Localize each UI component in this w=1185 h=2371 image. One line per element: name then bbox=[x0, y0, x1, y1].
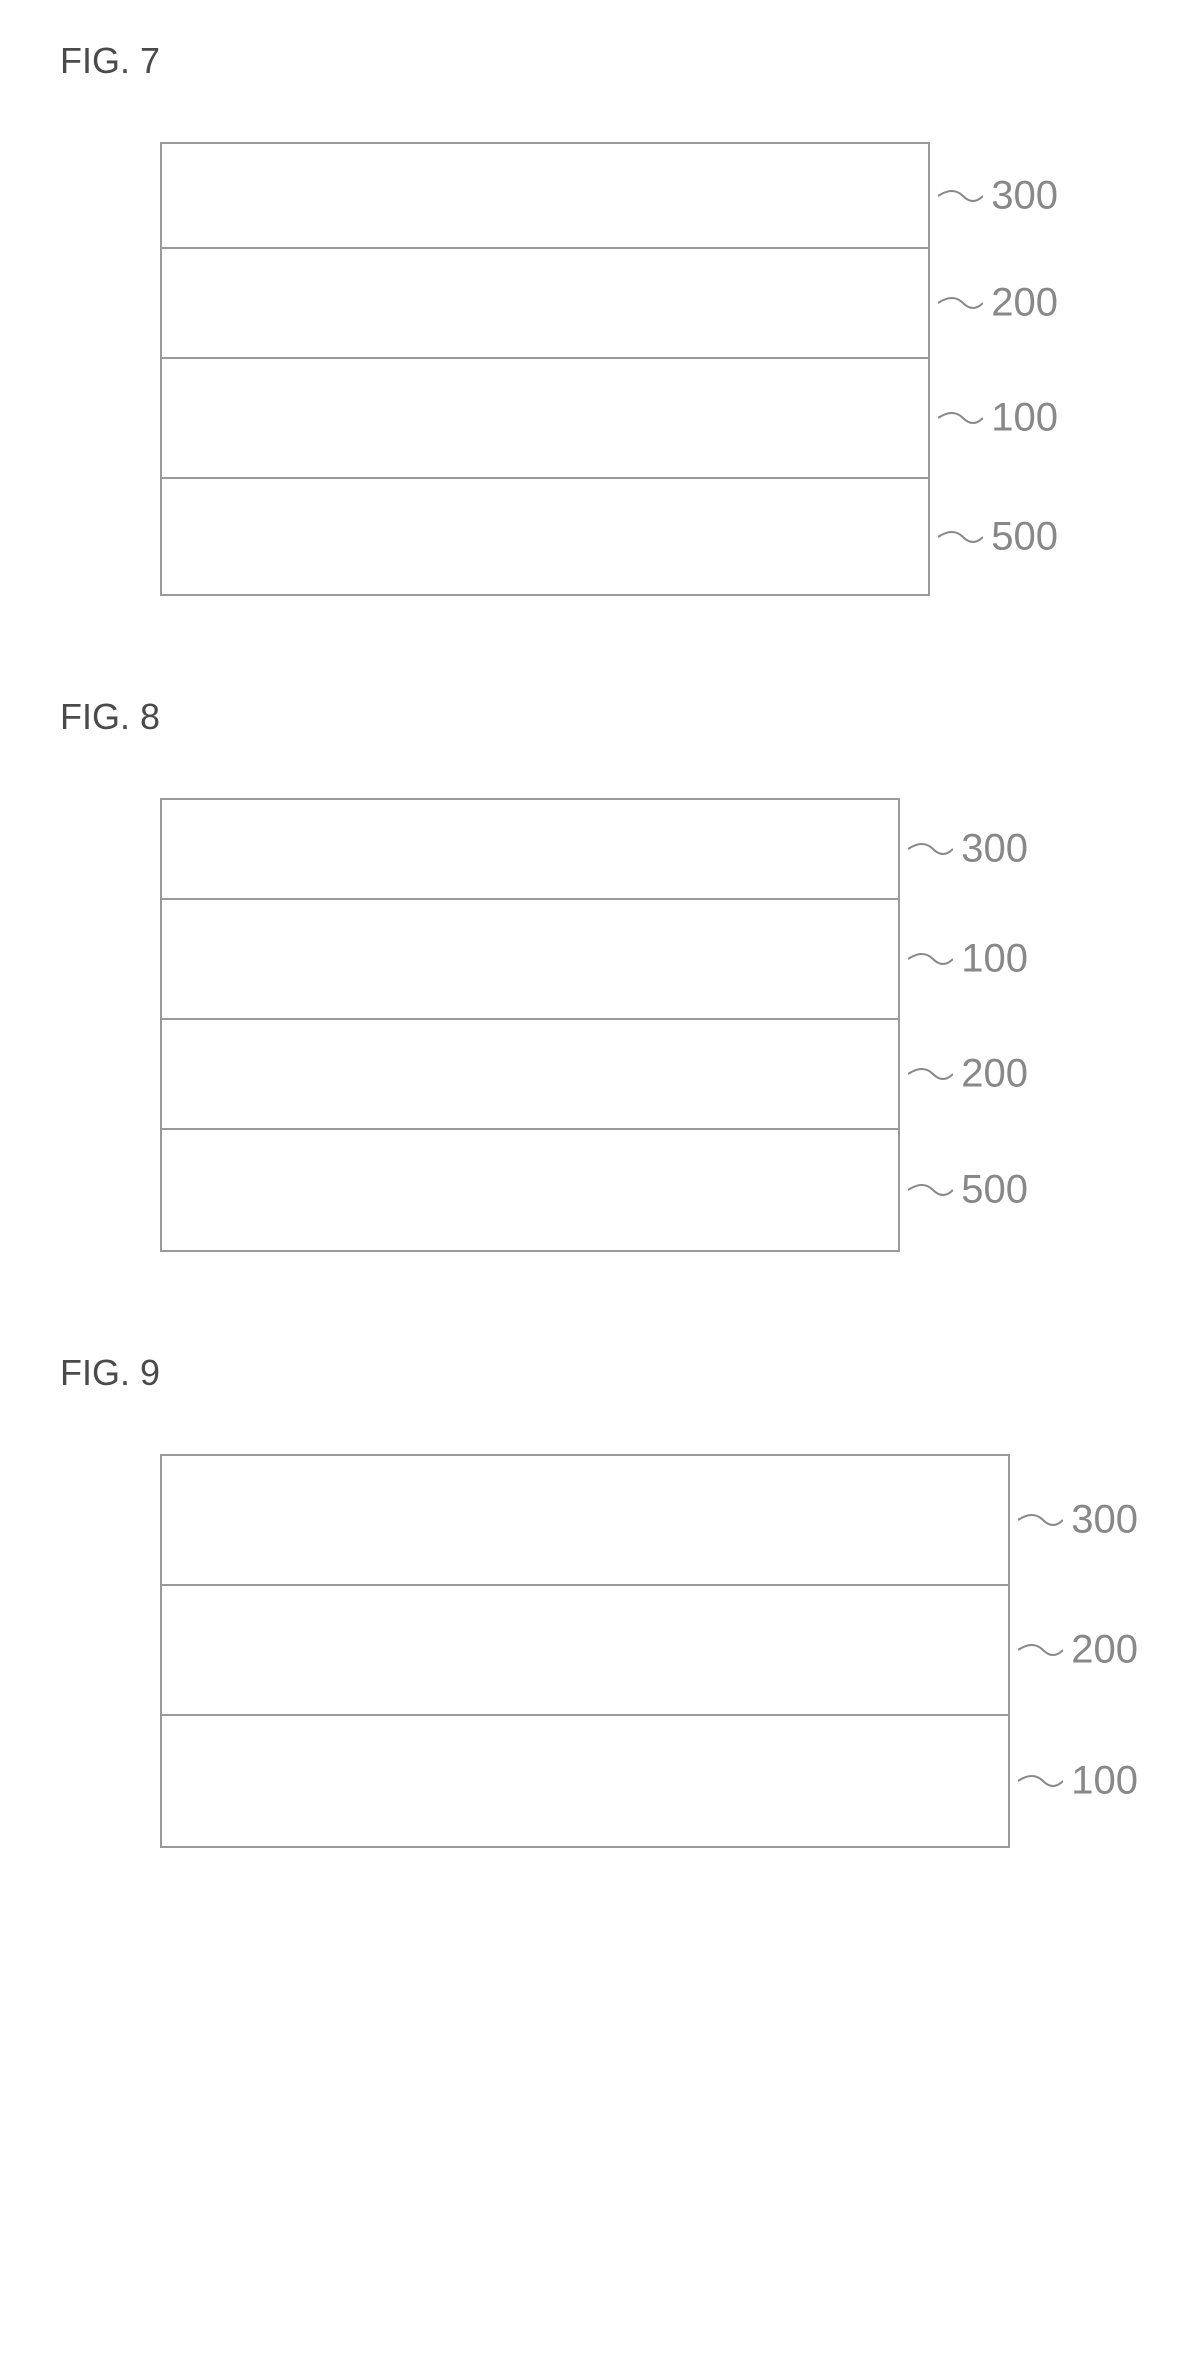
leader-line-icon bbox=[938, 522, 983, 552]
layer-200: 200 bbox=[162, 1020, 898, 1130]
layer-stack: 300200100500 bbox=[160, 142, 930, 596]
layer-label: 300 bbox=[961, 827, 1028, 872]
leader-line-icon bbox=[1018, 1635, 1063, 1665]
layer-300: 300 bbox=[162, 1456, 1008, 1586]
leader-line-icon bbox=[1018, 1766, 1063, 1796]
layer-label: 200 bbox=[961, 1052, 1028, 1097]
leader-line-icon bbox=[908, 944, 953, 974]
layer-label: 200 bbox=[1071, 1628, 1138, 1673]
leader-line-icon bbox=[1018, 1505, 1063, 1535]
layer-label: 100 bbox=[1071, 1759, 1138, 1804]
figure-title: FIG. 8 bbox=[60, 696, 1125, 738]
figure-section-9: FIG. 9 300200100 bbox=[60, 1352, 1125, 1848]
layer-label: 300 bbox=[1071, 1498, 1138, 1543]
figure-title: FIG. 7 bbox=[60, 40, 1125, 82]
layer-label: 100 bbox=[991, 396, 1058, 441]
layer-500: 500 bbox=[162, 1130, 898, 1250]
layer-500: 500 bbox=[162, 479, 928, 594]
layer-label: 100 bbox=[961, 937, 1028, 982]
leader-line-icon bbox=[938, 288, 983, 318]
layer-100: 100 bbox=[162, 900, 898, 1020]
layer-200: 200 bbox=[162, 249, 928, 359]
layer-stack: 300100200500 bbox=[160, 798, 900, 1252]
layer-label: 500 bbox=[991, 514, 1058, 559]
layer-label: 500 bbox=[961, 1168, 1028, 1213]
layer-100: 100 bbox=[162, 359, 928, 479]
layer-diagram: 300200100500 bbox=[160, 142, 1125, 596]
leader-line-icon bbox=[908, 1059, 953, 1089]
leader-line-icon bbox=[938, 403, 983, 433]
leader-line-icon bbox=[908, 834, 953, 864]
layer-stack: 300200100 bbox=[160, 1454, 1010, 1848]
layer-200: 200 bbox=[162, 1586, 1008, 1716]
layer-diagram: 300200100 bbox=[160, 1454, 1125, 1848]
figure-section-8: FIG. 8300100200500 bbox=[60, 696, 1125, 1252]
layer-label: 200 bbox=[991, 281, 1058, 326]
layer-300: 300 bbox=[162, 144, 928, 249]
leader-line-icon bbox=[938, 181, 983, 211]
layer-diagram: 300100200500 bbox=[160, 798, 1125, 1252]
figure-section-7: FIG. 7300200100500 bbox=[60, 40, 1125, 596]
layer-300: 300 bbox=[162, 800, 898, 900]
figure-title: FIG. 9 bbox=[60, 1352, 1125, 1394]
leader-line-icon bbox=[908, 1175, 953, 1205]
layer-100: 100 bbox=[162, 1716, 1008, 1846]
layer-label: 300 bbox=[991, 173, 1058, 218]
